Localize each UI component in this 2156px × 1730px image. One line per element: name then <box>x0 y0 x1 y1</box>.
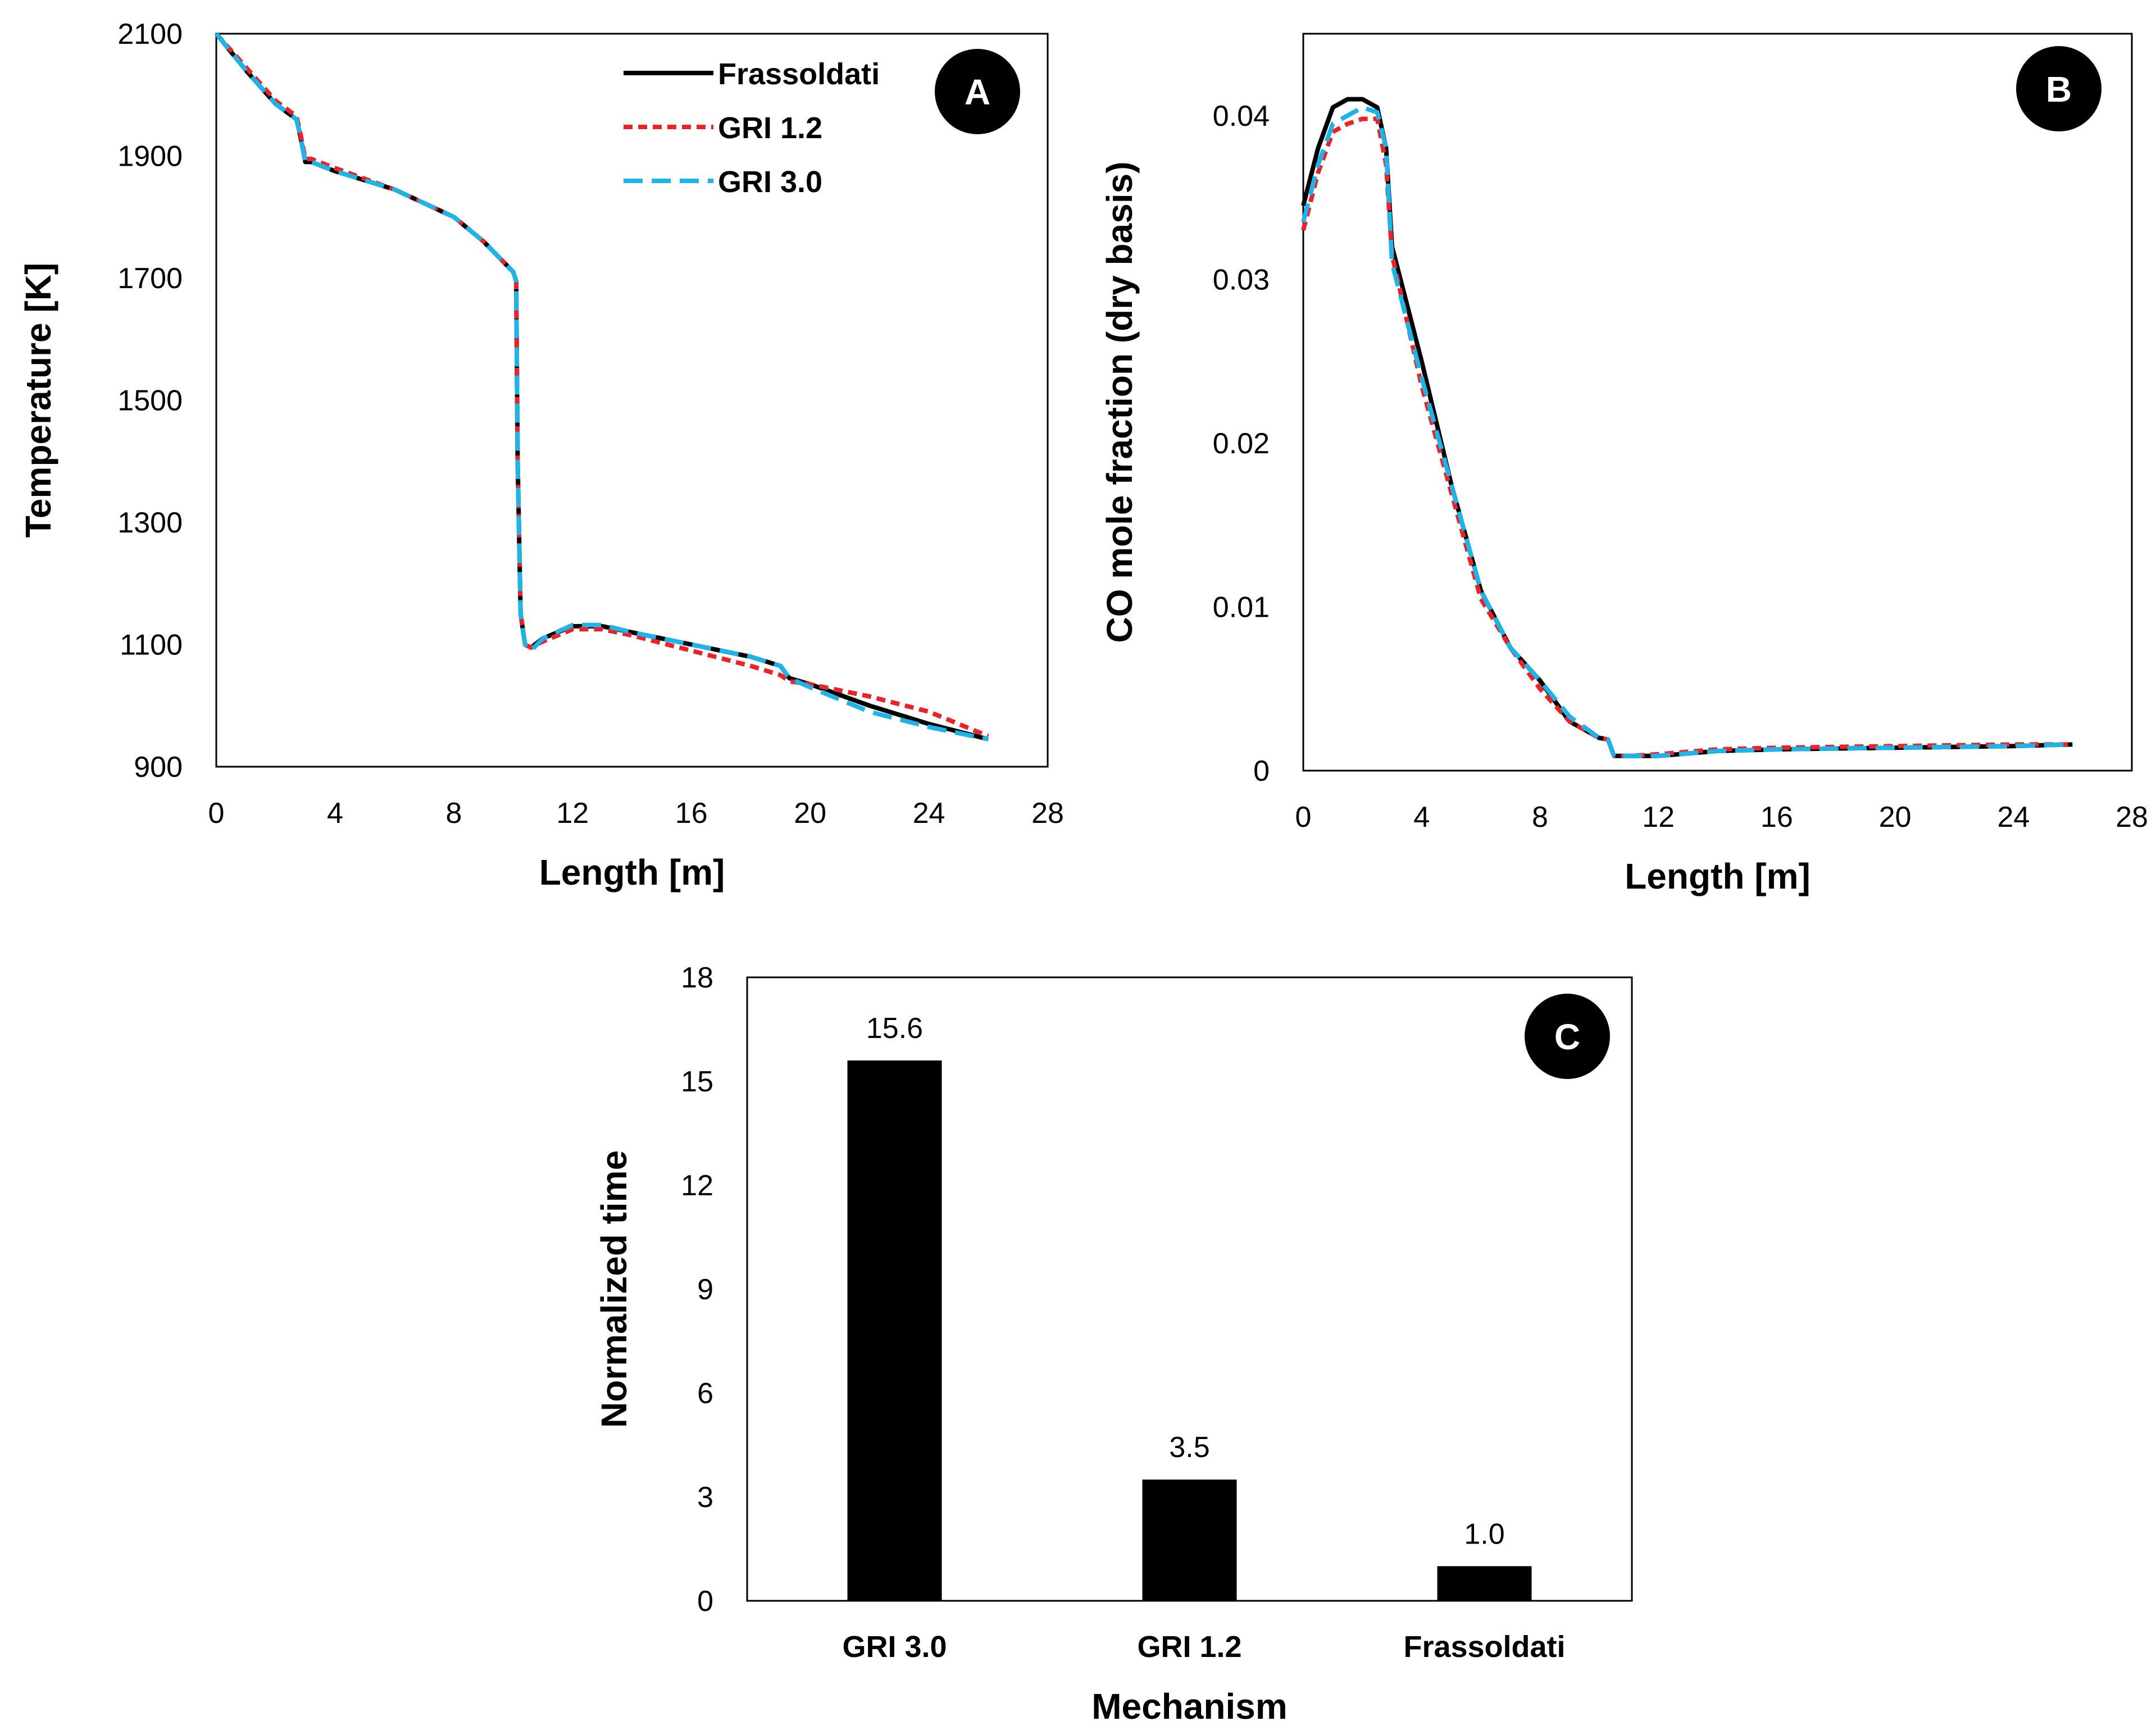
panel-c-y-tick-label: 12 <box>681 1169 713 1202</box>
panel-c-x-axis-label: Mechanism <box>1091 1686 1288 1727</box>
panel-a-y-tick-label: 1300 <box>117 507 183 539</box>
panel-a-badge <box>935 49 1020 134</box>
panel-a-x-tick-label: 12 <box>556 797 589 830</box>
panel-a-series-line-gri-1-2 <box>215 32 989 739</box>
panel-b: 0 4 8 12 16 20 24 28 0 0.01 0.02 0.03 0.04 Length [m]… <box>1099 33 2148 896</box>
panel-b-series-line-gri-3-0 <box>1301 105 2073 758</box>
panel-a-y-tick-label: 2100 <box>117 18 183 51</box>
panel-a-x-axis-label: Length [m] <box>539 852 725 893</box>
panel-b-y-tick-label: 0.04 <box>1213 100 1270 133</box>
panel-a-x-tick-label: 24 <box>913 797 945 830</box>
panel-b-y-tick-label: 0 <box>1253 755 1270 787</box>
panel-c-badge-label: C <box>1554 1017 1580 1057</box>
panel-a-x-tick-label: 8 <box>445 797 462 830</box>
panel-b-x-tick-label: 12 <box>1642 801 1675 834</box>
panel-a-x-tick-label: 0 <box>208 797 225 830</box>
panel-b-badge <box>2016 46 2102 131</box>
panel-a-x-tick-label: 20 <box>794 797 826 830</box>
panel-c-y-tick-label: 6 <box>697 1377 713 1410</box>
panel-c-bar-value-label: 3.5 <box>1169 1431 1209 1464</box>
panel-a-legend-entry: GRI 1.2 <box>718 111 822 145</box>
panel-a-legend: Frassoldati GRI 1.2 GRI 3.0 <box>624 57 880 199</box>
panel-a-series-line-frassoldati <box>214 32 989 741</box>
panel-b-x-tick-label: 0 <box>1295 801 1312 834</box>
panel-a-y-axis-label: Temperature [K] <box>18 263 58 538</box>
panel-b-badge-label: B <box>2046 69 2072 110</box>
panel-b-x-tick-label: 8 <box>1532 801 1548 834</box>
panel-c-y-tick-label: 9 <box>697 1273 713 1306</box>
panel-a-y-tick-label: 1500 <box>117 385 183 417</box>
panel-a-badge-label: A <box>965 72 990 112</box>
panel-c-bar-gri-3-0 <box>847 1060 942 1601</box>
panel-a-x-tick-label: 28 <box>1031 797 1064 830</box>
panel-a-x-tick-label: 4 <box>327 797 343 830</box>
panel-a-y-tick-label: 900 <box>134 751 183 784</box>
panel-b-x-tick-label: 20 <box>1879 801 1912 834</box>
panel-b-y-tick-label: 0.03 <box>1213 263 1270 296</box>
panel-c: 0 3 6 9 12 15 18 15.6 GRI 3.0 3.5 GRI 1.2 1.0 Frasso… <box>594 962 1633 1727</box>
panel-c-bar-gri-1-2 <box>1142 1479 1237 1601</box>
panel-c-category-label: GRI 3.0 <box>842 1630 947 1664</box>
panel-c-y-tick-label: 0 <box>697 1585 713 1618</box>
panel-c-bar-value-label: 1.0 <box>1464 1518 1504 1550</box>
panel-b-x-axis-label: Length [m] <box>1625 856 1811 896</box>
panel-c-category-label: Frassoldati <box>1403 1630 1565 1664</box>
panel-a-plot-frame <box>215 33 1049 768</box>
panel-a-legend-entry: Frassoldati <box>718 57 880 91</box>
panel-a-legend-entry: GRI 3.0 <box>718 165 822 199</box>
panel-b-x-tick-label: 16 <box>1761 801 1793 834</box>
panel-b-series-line-frassoldati <box>1301 97 2073 758</box>
panel-a-y-tick-label: 1900 <box>117 140 183 173</box>
panel-a-y-tick-label: 1100 <box>120 629 183 662</box>
panel-a: 0 4 8 12 16 20 24 28 900 1100 1300 1500 1700 1900 2100… <box>18 18 1064 893</box>
panel-c-category-label: GRI 1.2 <box>1137 1630 1241 1664</box>
panel-b-x-tick-label: 28 <box>2116 801 2148 834</box>
panel-c-y-tick-label: 15 <box>681 1066 713 1098</box>
panel-b-y-tick-label: 0.01 <box>1213 591 1270 623</box>
panel-b-series-line-gri-1-2 <box>1301 116 2073 758</box>
panel-b-plot-frame <box>1302 33 2133 772</box>
panel-b-y-axis-label: CO mole fraction (dry basis) <box>1099 161 1140 643</box>
panel-b-x-tick-label: 24 <box>1997 801 2030 834</box>
panel-b-x-tick-label: 4 <box>1413 801 1430 834</box>
panel-a-y-tick-label: 1700 <box>117 262 183 295</box>
panel-c-bar-value-label: 15.6 <box>866 1012 923 1045</box>
panel-a-series-line-gri-3-0 <box>214 32 989 742</box>
panel-c-badge <box>1525 994 1610 1079</box>
panel-b-y-tick-label: 0.02 <box>1213 427 1270 460</box>
panel-c-bar-frassoldati <box>1437 1566 1532 1601</box>
panel-c-y-axis-label: Normalized time <box>594 1150 634 1428</box>
panel-c-y-tick-label: 3 <box>697 1481 713 1514</box>
panel-a-x-tick-label: 16 <box>675 797 708 830</box>
panel-c-y-tick-label: 18 <box>681 962 713 994</box>
